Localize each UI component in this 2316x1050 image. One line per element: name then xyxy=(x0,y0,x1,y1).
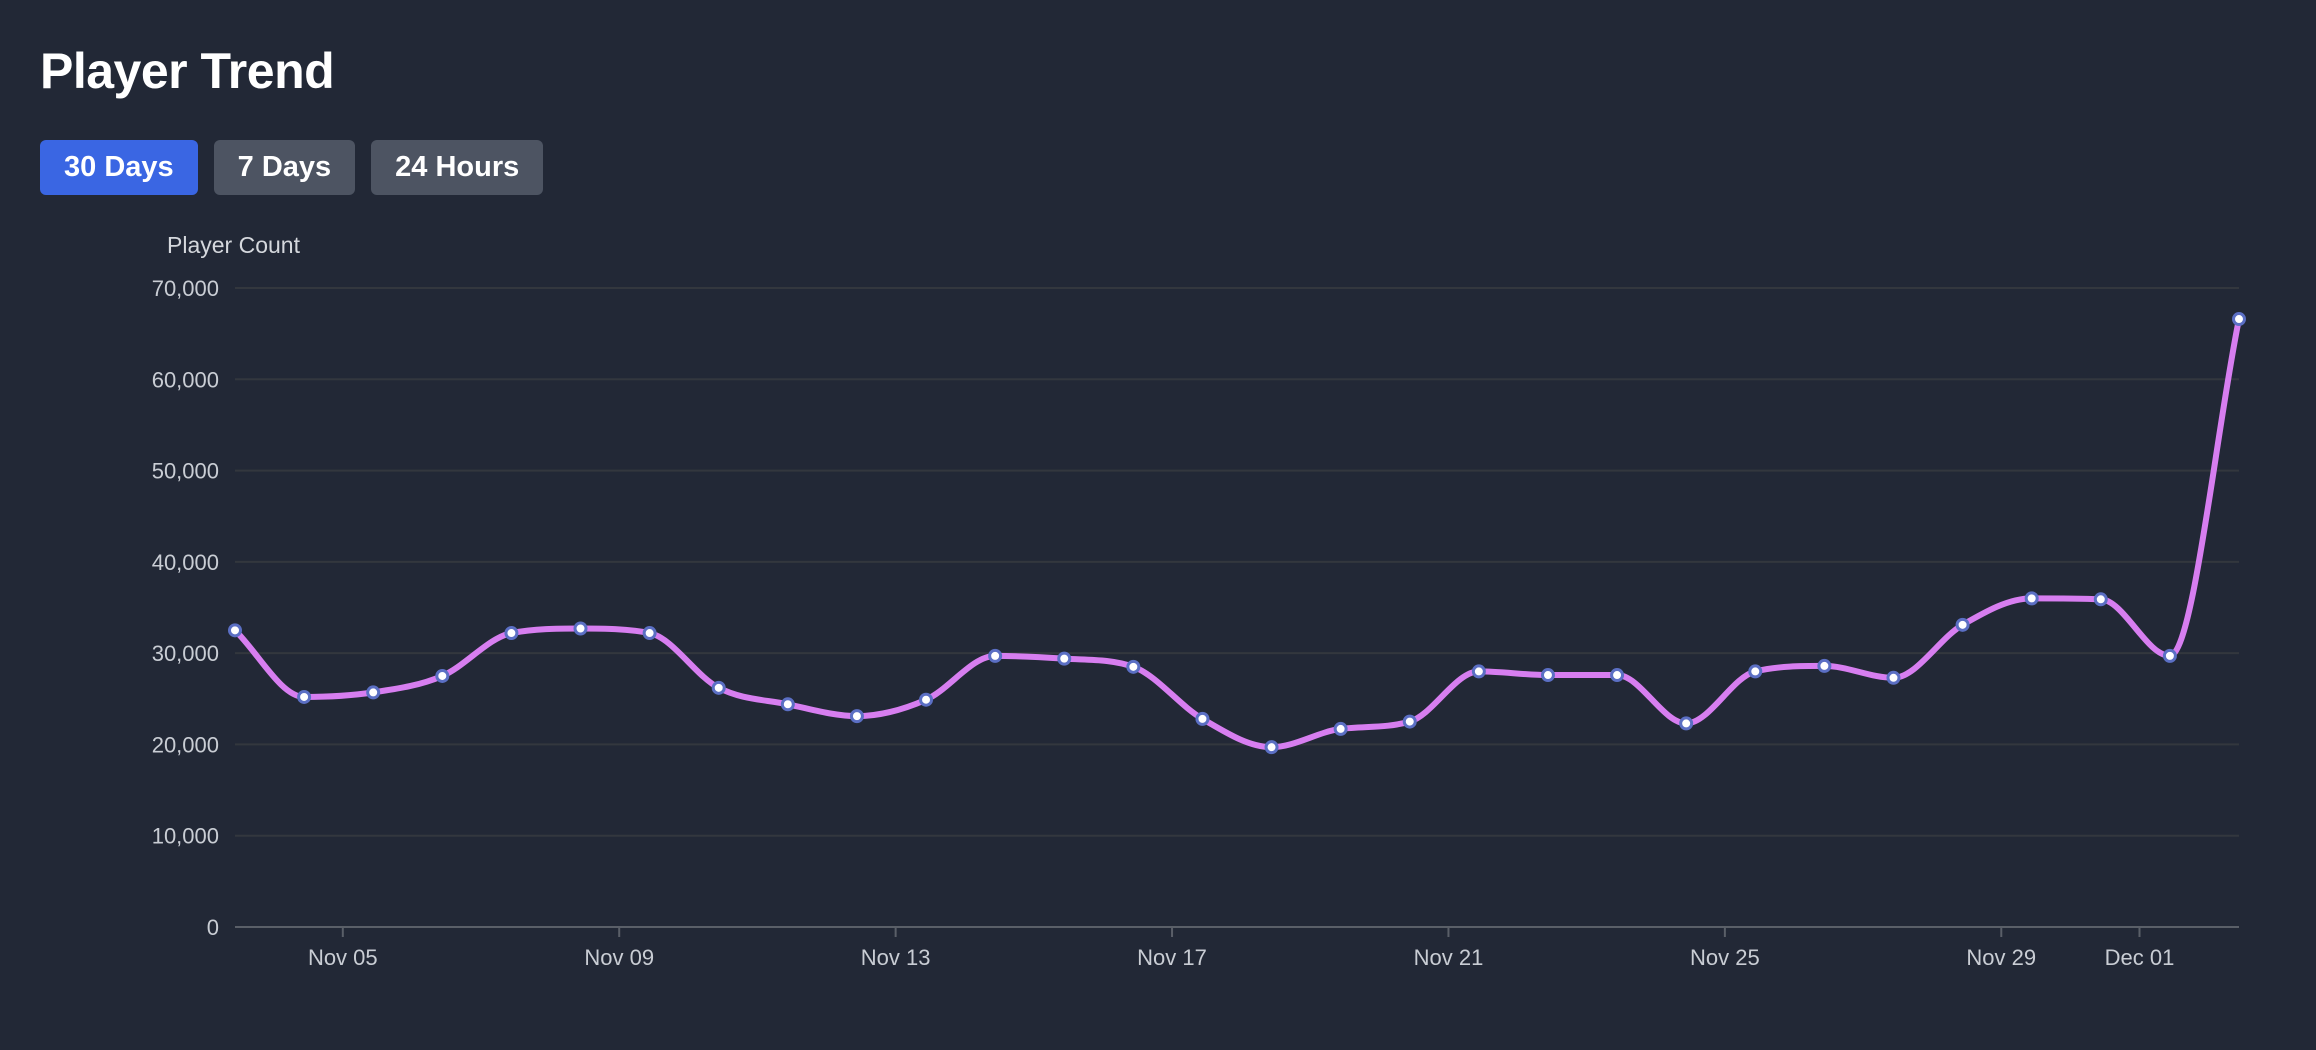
data-point[interactable] xyxy=(297,689,312,704)
data-point[interactable] xyxy=(1195,711,1210,726)
data-point[interactable] xyxy=(1126,659,1141,674)
data-point[interactable] xyxy=(2093,592,2108,607)
data-point[interactable] xyxy=(228,623,242,638)
data-point[interactable] xyxy=(1955,617,1970,632)
range-selector: 30 Days 7 Days 24 Hours xyxy=(40,140,544,195)
data-point[interactable] xyxy=(504,626,519,641)
series-line xyxy=(232,316,2242,751)
x-tick-label: Nov 05 xyxy=(308,945,378,970)
data-point[interactable] xyxy=(2232,312,2246,327)
y-tick-label: 70,000 xyxy=(152,276,219,301)
data-point[interactable] xyxy=(2024,591,2039,606)
data-point[interactable] xyxy=(1264,740,1279,755)
data-point[interactable] xyxy=(1886,670,1901,685)
page-title: Player Trend xyxy=(40,43,335,99)
data-point[interactable] xyxy=(1679,716,1694,731)
data-point[interactable] xyxy=(2162,648,2177,663)
data-point[interactable] xyxy=(642,626,657,641)
data-point[interactable] xyxy=(1402,714,1417,729)
data-point[interactable] xyxy=(573,621,588,636)
y-tick-label: 30,000 xyxy=(152,641,219,666)
x-tick-label: Dec 01 xyxy=(2105,945,2175,970)
data-point[interactable] xyxy=(1057,651,1072,666)
data-point[interactable] xyxy=(1333,721,1348,736)
data-point[interactable] xyxy=(919,692,934,707)
y-axis-label: Player Count xyxy=(167,232,301,258)
y-tick-label: 0 xyxy=(207,915,219,940)
data-point[interactable] xyxy=(1817,658,1832,673)
y-tick-label: 10,000 xyxy=(152,824,219,849)
data-point[interactable] xyxy=(988,648,1003,663)
data-point[interactable] xyxy=(711,680,726,695)
x-tick-label: Nov 25 xyxy=(1690,945,1760,970)
range-24-hours-button[interactable]: 24 Hours xyxy=(371,140,544,195)
x-tick-label: Nov 09 xyxy=(584,945,654,970)
x-tick-label: Nov 21 xyxy=(1414,945,1484,970)
range-7-days-button[interactable]: 7 Days xyxy=(213,140,356,195)
x-tick-label: Nov 13 xyxy=(861,945,931,970)
data-point[interactable] xyxy=(1540,668,1555,683)
y-tick-label: 20,000 xyxy=(152,732,219,757)
y-tick-label: 60,000 xyxy=(152,367,219,392)
y-tick-label: 40,000 xyxy=(152,550,219,575)
x-tick-label: Nov 29 xyxy=(1966,945,2036,970)
y-tick-label: 50,000 xyxy=(152,459,219,484)
data-point[interactable] xyxy=(780,697,795,712)
data-point[interactable] xyxy=(1748,664,1763,679)
range-30-days-button[interactable]: 30 Days xyxy=(40,140,198,195)
data-point[interactable] xyxy=(1610,668,1625,683)
data-point[interactable] xyxy=(849,709,864,724)
data-point[interactable] xyxy=(366,685,381,700)
data-point[interactable] xyxy=(1471,664,1486,679)
x-tick-label: Nov 17 xyxy=(1137,945,1207,970)
data-point[interactable] xyxy=(435,668,450,683)
